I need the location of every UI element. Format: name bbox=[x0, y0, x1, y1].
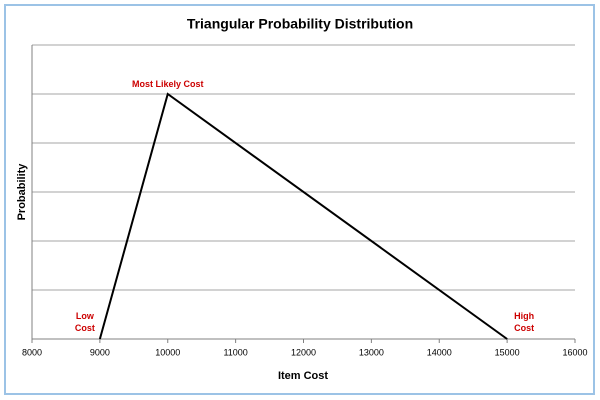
x-tick-label: 15000 bbox=[495, 347, 520, 357]
y-axis-title: Probability bbox=[16, 163, 28, 221]
annotation-line: Low bbox=[76, 311, 95, 321]
annotation: Low Cost bbox=[75, 311, 95, 333]
x-tick-label: 9000 bbox=[90, 347, 110, 357]
x-tick-label: 11000 bbox=[223, 347, 247, 357]
chart-title: Triangular Probability Distribution bbox=[187, 16, 413, 32]
annotation-line: Most Likely Cost bbox=[132, 79, 204, 89]
annotation: High Cost bbox=[514, 311, 534, 333]
x-tick-label: 13000 bbox=[359, 347, 384, 357]
x-axis-title: Item Cost bbox=[278, 370, 328, 382]
x-tick-label: 12000 bbox=[291, 347, 316, 357]
x-tick-label: 8000 bbox=[22, 347, 42, 357]
annotation-line: High bbox=[514, 311, 534, 321]
chart-frame bbox=[4, 4, 595, 395]
annotation-line: Cost bbox=[75, 323, 95, 333]
line bbox=[98, 92, 508, 340]
x-tick-label: 14000 bbox=[427, 347, 452, 357]
annotation: Most Likely Cost bbox=[132, 79, 204, 89]
annotation-line: Cost bbox=[514, 323, 534, 333]
x-tick-label: 10000 bbox=[155, 347, 180, 357]
x-tick-label: 16000 bbox=[562, 347, 587, 357]
